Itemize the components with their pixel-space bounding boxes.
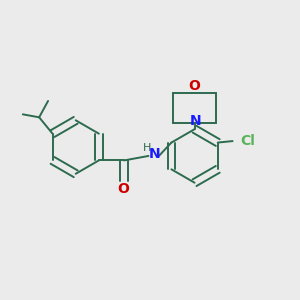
Text: N: N: [189, 114, 201, 128]
Text: O: O: [118, 182, 130, 196]
Text: N: N: [149, 147, 161, 160]
Text: O: O: [189, 80, 200, 93]
Text: Cl: Cl: [240, 134, 255, 148]
Text: H: H: [143, 142, 151, 153]
